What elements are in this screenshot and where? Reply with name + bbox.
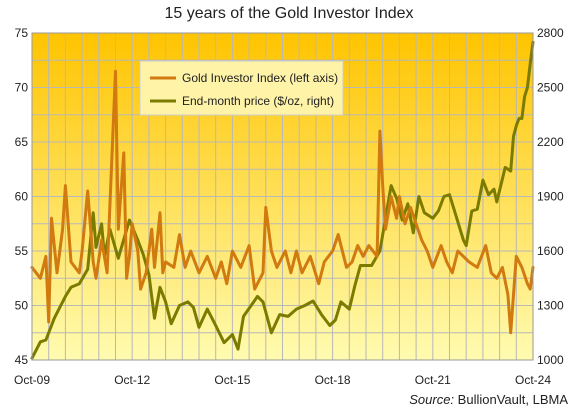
y-left-tick-label: 65	[15, 135, 29, 149]
y-right-tick-label: 1600	[537, 244, 564, 258]
x-tick-label: Oct-15	[214, 373, 250, 387]
y-left-tick-label: 70	[15, 81, 29, 95]
x-tick-label: Oct-09	[14, 373, 50, 387]
x-tick-label: Oct-12	[114, 373, 150, 387]
source-note: Source: BullionVault, LBMA	[409, 392, 568, 407]
legend-label-price: End-month price ($/oz, right)	[182, 94, 334, 108]
y-right-tick-label: 2800	[537, 26, 564, 40]
series-layer	[30, 40, 535, 360]
y-left-tick-label: 75	[15, 26, 29, 40]
chart-title: 15 years of the Gold Investor Index	[164, 5, 414, 22]
x-tick-label: Oct-24	[515, 373, 551, 387]
legend: Gold Investor Index (left axis) End-mont…	[139, 60, 344, 116]
plot-border	[31, 32, 534, 361]
y-left-tick-label: 50	[15, 299, 29, 313]
x-tick-label: Oct-18	[315, 373, 351, 387]
legend-label-index: Gold Investor Index (left axis)	[182, 71, 338, 85]
y-left-tick-label: 60	[15, 190, 29, 204]
y-right-tick-label: 1300	[537, 299, 564, 313]
source-value: BullionVault, LBMA	[457, 392, 568, 407]
x-tick-label: Oct-21	[415, 373, 451, 387]
y-left-tick-label: 55	[15, 244, 29, 258]
source-label: Source:	[409, 392, 455, 407]
y-right-tick-label: 2500	[537, 81, 564, 95]
series-line-gold-investor-index	[30, 69, 535, 335]
y-right-tick-label: 1900	[537, 190, 564, 204]
series-line-end-month-price	[30, 40, 535, 360]
axis-labels: 45 50 55 60 65 70 75 1000 1300 1600 1900 2200 2500 28…	[14, 26, 564, 387]
y-right-tick-label: 1000	[537, 353, 564, 367]
legend-box	[139, 60, 344, 116]
y-left-tick-label: 45	[15, 353, 29, 367]
y-right-tick-label: 2200	[537, 135, 564, 149]
